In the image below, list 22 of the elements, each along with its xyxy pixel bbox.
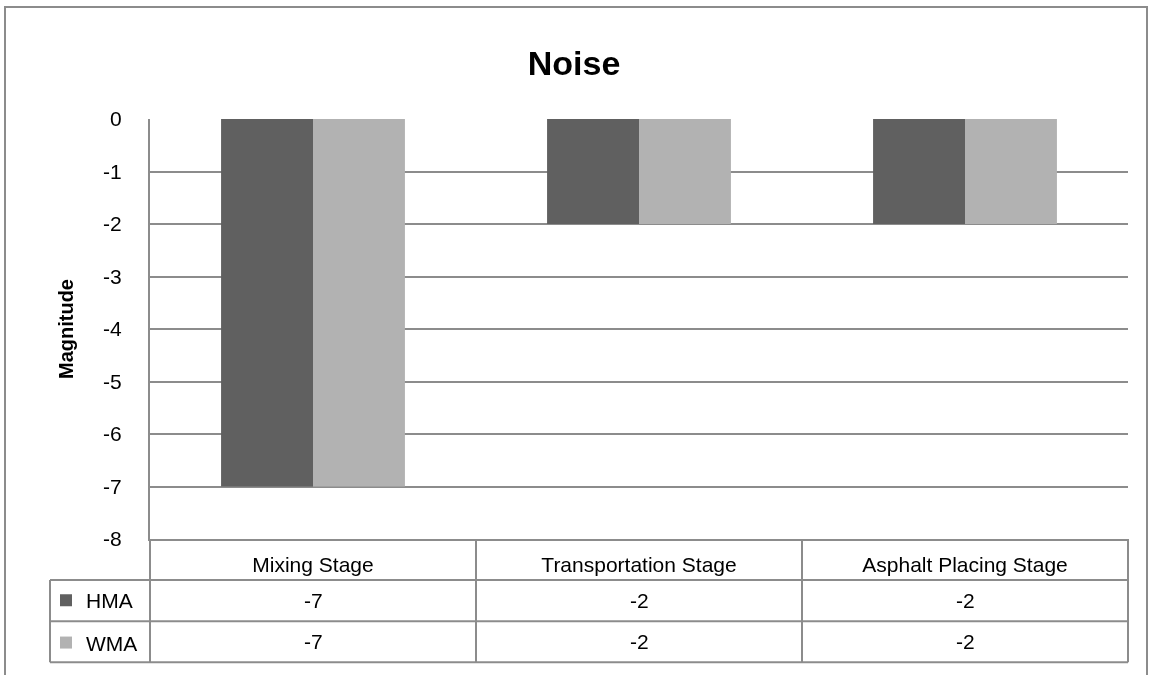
legend-label: WMA: [86, 631, 138, 655]
data-label: -7: [304, 630, 323, 653]
data-label: -2: [630, 589, 649, 612]
x-tick-label: Asphalt Placing Stage: [862, 553, 1068, 577]
y-tick-label: -5: [103, 369, 122, 393]
y-tick-label: -4: [103, 317, 123, 341]
x-tick-label: Transportation Stage: [541, 553, 737, 577]
y-tick-label: -6: [103, 422, 122, 446]
data-label: -2: [956, 589, 975, 612]
y-axis-title: Magnitude: [55, 279, 78, 379]
legend-label: HMA: [86, 589, 133, 613]
x-tick-label: Mixing Stage: [252, 553, 374, 577]
data-label: -2: [630, 630, 649, 653]
data-label: -2: [956, 630, 975, 653]
y-tick-label: -2: [103, 212, 122, 236]
y-tick-label: -8: [103, 527, 122, 551]
y-tick-label: -1: [103, 159, 122, 183]
y-tick-label: 0: [110, 107, 122, 131]
y-tick-label: -3: [103, 264, 122, 288]
chart-title: Noise: [527, 43, 621, 82]
data-label: -7: [304, 589, 323, 612]
y-tick-label: -7: [103, 474, 122, 498]
